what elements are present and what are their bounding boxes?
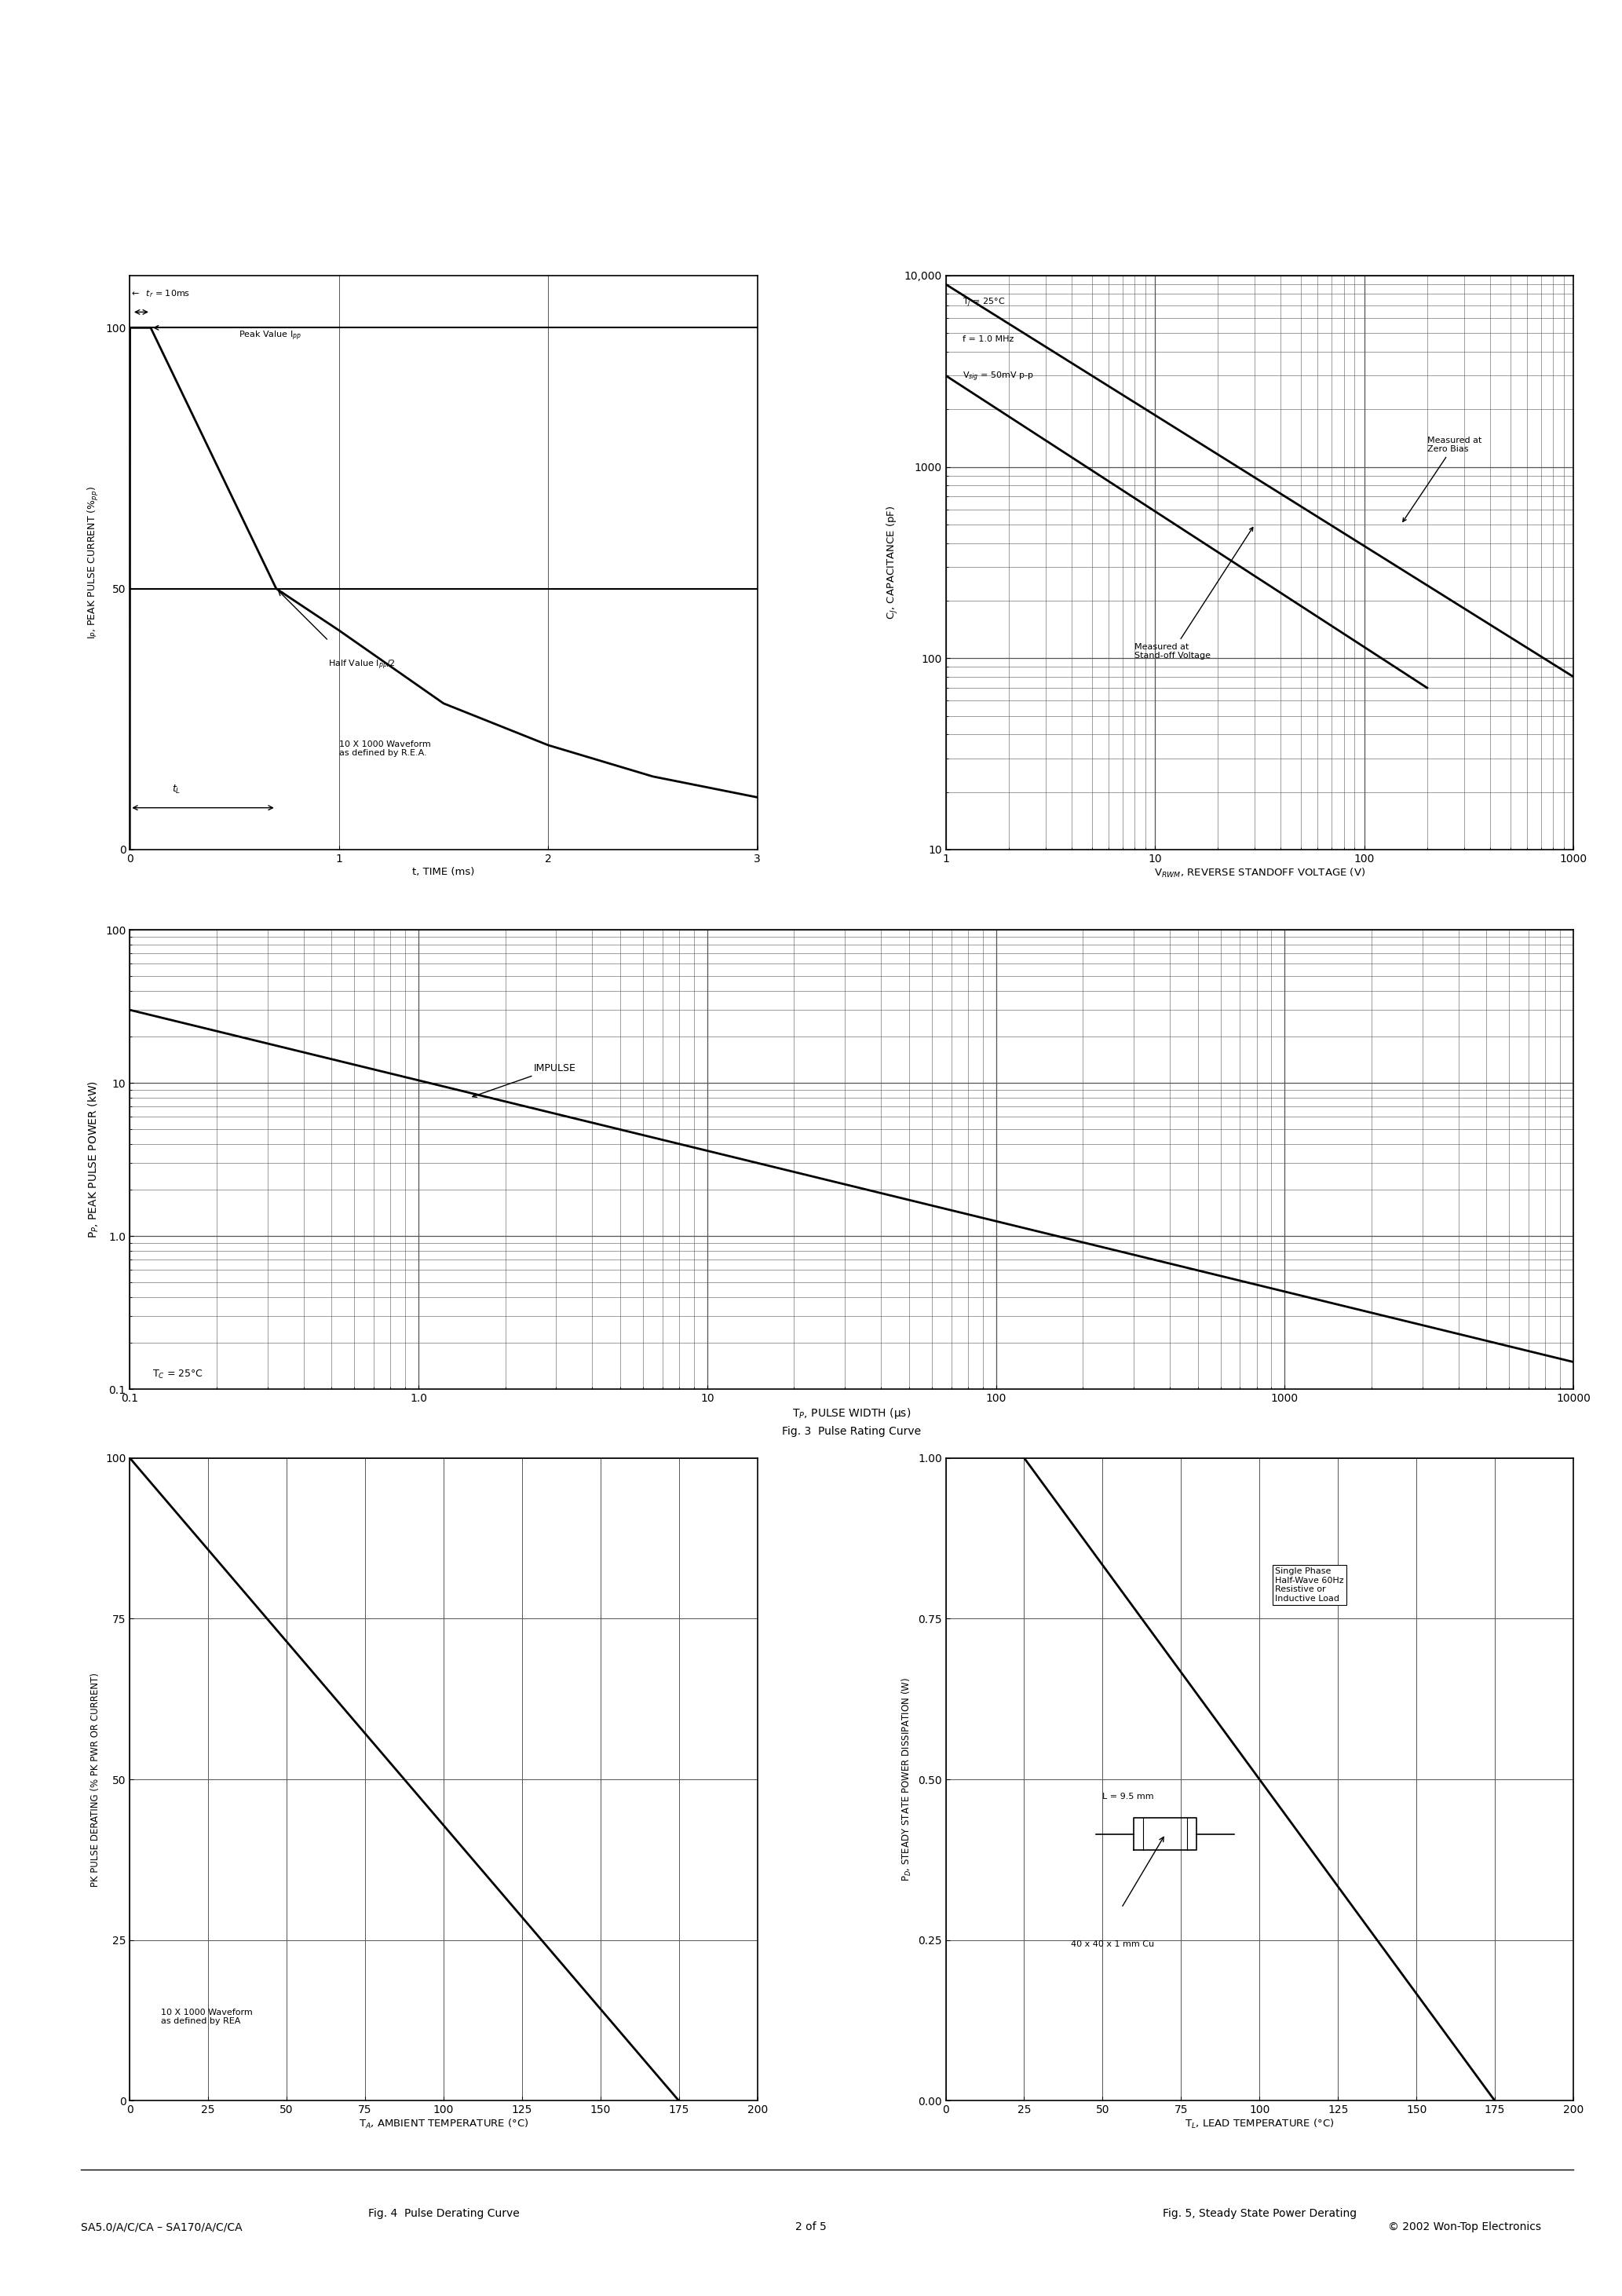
Text: 40 x 40 x 1 mm Cu: 40 x 40 x 1 mm Cu xyxy=(1071,1940,1155,1947)
Y-axis label: P$_D$, STEADY STATE POWER DISSIPATION (W): P$_D$, STEADY STATE POWER DISSIPATION (W… xyxy=(900,1678,913,1880)
X-axis label: T$_A$, AMBIENT TEMPERATURE (°C): T$_A$, AMBIENT TEMPERATURE (°C) xyxy=(358,2117,529,2131)
X-axis label: t, TIME (ms): t, TIME (ms) xyxy=(412,866,475,877)
Text: SA5.0/A/C/CA – SA170/A/C/CA: SA5.0/A/C/CA – SA170/A/C/CA xyxy=(81,2223,243,2232)
Text: Fig. 4  Pulse Derating Curve: Fig. 4 Pulse Derating Curve xyxy=(368,2209,519,2218)
Text: T$_C$ = 25°C: T$_C$ = 25°C xyxy=(152,1368,204,1380)
Text: V$_{sig}$ = 50mV p-p: V$_{sig}$ = 50mV p-p xyxy=(962,370,1033,383)
Text: 10 X 1000 Waveform
as defined by REA: 10 X 1000 Waveform as defined by REA xyxy=(161,2009,253,2025)
Text: Fig. 2  Typical Junction Capacitance: Fig. 2 Typical Junction Capacitance xyxy=(1163,944,1356,955)
Text: Half Value I$_{pp}$/2: Half Value I$_{pp}$/2 xyxy=(329,659,396,670)
Y-axis label: I$_P$, PEAK PULSE CURRENT (%$_{pp}$): I$_P$, PEAK PULSE CURRENT (%$_{pp}$) xyxy=(86,487,101,638)
Y-axis label: P$_P$, PEAK PULSE POWER (kW): P$_P$, PEAK PULSE POWER (kW) xyxy=(88,1081,101,1238)
Y-axis label: C$_J$, CAPACITANCE (pF): C$_J$, CAPACITANCE (pF) xyxy=(886,505,900,620)
Text: © 2002 Won-Top Electronics: © 2002 Won-Top Electronics xyxy=(1388,2223,1541,2232)
Text: Fig. 1  Pulse Waveform: Fig. 1 Pulse Waveform xyxy=(381,944,506,955)
Text: $\leftarrow$  $t_r$ = 10ms: $\leftarrow$ $t_r$ = 10ms xyxy=(130,289,190,298)
Text: Fig. 3  Pulse Rating Curve: Fig. 3 Pulse Rating Curve xyxy=(782,1426,921,1437)
Y-axis label: PK PULSE DERATING (% PK PWR OR CURRENT): PK PULSE DERATING (% PK PWR OR CURRENT) xyxy=(91,1671,101,1887)
X-axis label: T$_P$, PULSE WIDTH (µs): T$_P$, PULSE WIDTH (µs) xyxy=(792,1405,912,1421)
Text: T$_j$ = 25°C: T$_j$ = 25°C xyxy=(962,296,1006,310)
Text: Fig. 5, Steady State Power Derating: Fig. 5, Steady State Power Derating xyxy=(1163,2209,1356,2218)
X-axis label: T$_L$, LEAD TEMPERATURE (°C): T$_L$, LEAD TEMPERATURE (°C) xyxy=(1184,2117,1335,2131)
Text: Peak Value I$_{pp}$: Peak Value I$_{pp}$ xyxy=(238,331,302,342)
Text: L = 9.5 mm: L = 9.5 mm xyxy=(1103,1793,1155,1800)
Text: IMPULSE: IMPULSE xyxy=(472,1063,576,1097)
Text: 10 X 1000 Waveform
as defined by R.E.A.: 10 X 1000 Waveform as defined by R.E.A. xyxy=(339,739,430,758)
Text: Single Phase
Half-Wave 60Hz
Resistive or
Inductive Load: Single Phase Half-Wave 60Hz Resistive or… xyxy=(1275,1568,1345,1603)
Text: f = 1.0 MHz: f = 1.0 MHz xyxy=(962,335,1014,344)
Text: Measured at
Stand-off Voltage: Measured at Stand-off Voltage xyxy=(1135,528,1252,659)
Text: $t_L$: $t_L$ xyxy=(172,783,180,794)
X-axis label: V$_{RWM}$, REVERSE STANDOFF VOLTAGE (V): V$_{RWM}$, REVERSE STANDOFF VOLTAGE (V) xyxy=(1153,866,1366,879)
Text: Measured at
Zero Bias: Measured at Zero Bias xyxy=(1403,436,1481,521)
Text: 2 of 5: 2 of 5 xyxy=(795,2223,827,2232)
